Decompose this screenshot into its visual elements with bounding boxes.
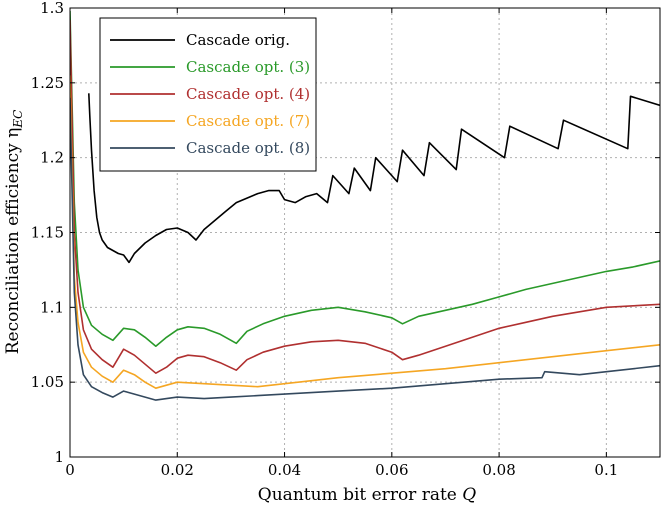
series-group [70, 10, 660, 401]
series-line-3 [70, 19, 660, 375]
series-line-5 [70, 97, 660, 401]
grid [70, 8, 660, 457]
y-tick-label: 1.15 [31, 224, 64, 242]
legend-label: Cascade opt. (3) [186, 58, 310, 76]
ticks: 0 0.02 0.04 0.06 0.08 0.1 1 1.05 1.1 1.15 1.2 1.25 1… [31, 0, 660, 479]
y-axis-label: Reconciliation efficiency ηEC [3, 110, 25, 355]
series-line-1 [88, 93, 660, 264]
y-tick-label: 1 [54, 448, 64, 466]
series-line-4 [70, 75, 660, 390]
legend: Cascade orig. Cascade opt. (3) Cascade opt… [99, 17, 317, 172]
y-tick-label: 1.3 [40, 0, 64, 17]
y-tick-label: 1.05 [31, 373, 64, 391]
legend-label: Cascade opt. (7) [186, 112, 310, 130]
x-tick-label: 0.1 [594, 461, 618, 479]
y-tick-label: 1.2 [40, 149, 64, 167]
x-tick-label: 0 [65, 461, 75, 479]
x-tick-label: 0.06 [375, 461, 408, 479]
x-tick-label: 0.08 [482, 461, 515, 479]
legend-label: Cascade opt. (8) [186, 139, 310, 157]
x-tick-label: 0.02 [161, 461, 194, 479]
series-line-2 [70, 10, 660, 348]
legend-label: Cascade opt. (4) [186, 85, 310, 103]
y-tick-label: 1.1 [40, 298, 64, 316]
y-tick-label: 1.25 [31, 74, 64, 92]
x-tick-label: 0.04 [268, 461, 301, 479]
legend-label: Cascade orig. [186, 31, 290, 49]
x-axis-label: Quantum bit error rate Q [258, 485, 476, 505]
